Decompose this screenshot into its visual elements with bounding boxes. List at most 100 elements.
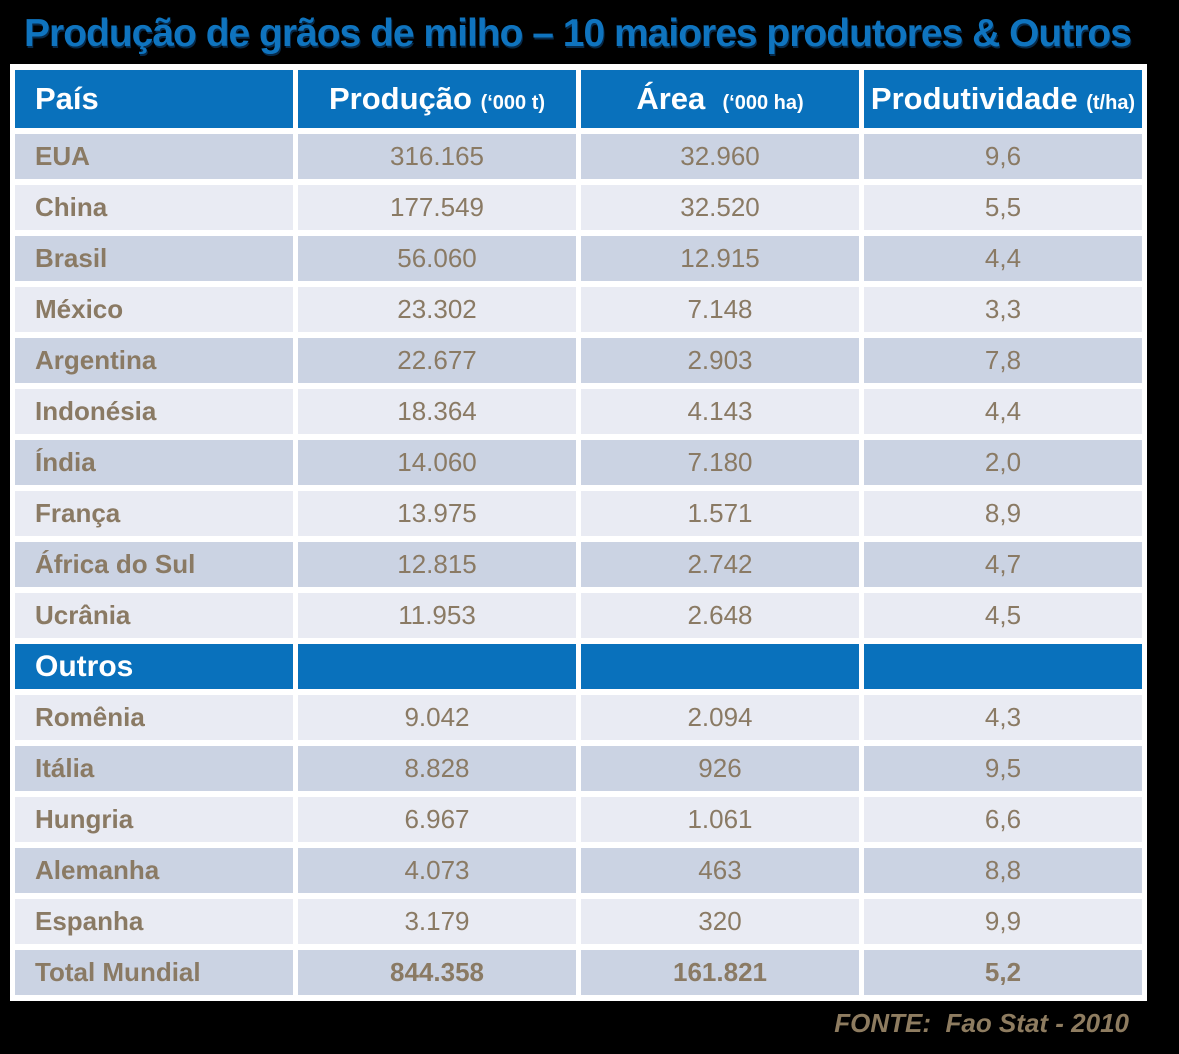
country-cell: China (15, 185, 293, 230)
area-cell: 32.520 (581, 185, 859, 230)
table-row: Ucrânia 11.953 2.648 4,5 (15, 593, 1142, 638)
area-cell: 2.742 (581, 542, 859, 587)
area-cell: 7.148 (581, 287, 859, 332)
table-row: EUA 316.165 32.960 9,6 (15, 134, 1142, 179)
column-header-produtividade: Produtividade (t/ha) (864, 70, 1142, 128)
productivity-cell: 4,7 (864, 542, 1142, 587)
column-header-produtividade-unit: (t/ha) (1086, 92, 1136, 114)
area-cell (581, 644, 859, 689)
area-cell: 161.821 (581, 950, 859, 995)
productivity-cell: 5,5 (864, 185, 1142, 230)
area-cell: 12.915 (581, 236, 859, 281)
productivity-cell: 2,0 (864, 440, 1142, 485)
table-row: China 177.549 32.520 5,5 (15, 185, 1142, 230)
column-header-area-unit: (‘000 ha) (722, 92, 804, 114)
column-header-producao-unit: (‘000 t) (480, 92, 546, 114)
production-cell: 9.042 (298, 695, 576, 740)
country-cell: Romênia (15, 695, 293, 740)
country-cell: EUA (15, 134, 293, 179)
header-row: País Produção (‘000 t) Área (‘000 ha) Pr… (15, 70, 1142, 128)
production-cell: 316.165 (298, 134, 576, 179)
productivity-cell: 9,5 (864, 746, 1142, 791)
production-cell: 56.060 (298, 236, 576, 281)
production-cell: 12.815 (298, 542, 576, 587)
production-cell: 844.358 (298, 950, 576, 995)
country-cell: Outros (15, 644, 293, 689)
table-row: Espanha 3.179 320 9,9 (15, 899, 1142, 944)
table-row: Alemanha 4.073 463 8,8 (15, 848, 1142, 893)
country-cell: Brasil (15, 236, 293, 281)
productivity-cell: 4,5 (864, 593, 1142, 638)
productivity-cell: 3,3 (864, 287, 1142, 332)
productivity-cell: 5,2 (864, 950, 1142, 995)
country-cell: México (15, 287, 293, 332)
production-cell: 23.302 (298, 287, 576, 332)
country-cell: Itália (15, 746, 293, 791)
area-cell: 926 (581, 746, 859, 791)
column-header-pais: País (15, 70, 293, 128)
table-row: França 13.975 1.571 8,9 (15, 491, 1142, 536)
production-table: País Produção (‘000 t) Área (‘000 ha) Pr… (10, 64, 1147, 1001)
productivity-cell (864, 644, 1142, 689)
column-header-area: Área (‘000 ha) (581, 70, 859, 128)
country-cell: Ucrânia (15, 593, 293, 638)
productivity-cell: 9,6 (864, 134, 1142, 179)
area-cell: 463 (581, 848, 859, 893)
area-cell: 7.180 (581, 440, 859, 485)
production-cell: 14.060 (298, 440, 576, 485)
production-cell: 22.677 (298, 338, 576, 383)
column-header-produtividade-label: Produtividade (870, 81, 1078, 116)
country-cell: França (15, 491, 293, 536)
productivity-cell: 4,4 (864, 389, 1142, 434)
area-cell: 32.960 (581, 134, 859, 179)
productivity-cell: 9,9 (864, 899, 1142, 944)
table-row: Índia 14.060 7.180 2,0 (15, 440, 1142, 485)
table-row: Hungria 6.967 1.061 6,6 (15, 797, 1142, 842)
production-cell (298, 644, 576, 689)
country-cell: Espanha (15, 899, 293, 944)
page-title: Produção de grãos de milho – 10 maiores … (24, 12, 1132, 55)
table-row: Romênia 9.042 2.094 4,3 (15, 695, 1142, 740)
productivity-cell: 4,3 (864, 695, 1142, 740)
productivity-cell: 4,4 (864, 236, 1142, 281)
country-cell: Argentina (15, 338, 293, 383)
table-row: Indonésia 18.364 4.143 4,4 (15, 389, 1142, 434)
productivity-cell: 8,8 (864, 848, 1142, 893)
area-cell: 2.648 (581, 593, 859, 638)
country-cell: Hungria (15, 797, 293, 842)
area-cell: 2.094 (581, 695, 859, 740)
table-row: Itália 8.828 926 9,5 (15, 746, 1142, 791)
table-row: Argentina 22.677 2.903 7,8 (15, 338, 1142, 383)
productivity-cell: 6,6 (864, 797, 1142, 842)
production-cell: 3.179 (298, 899, 576, 944)
table-row: México 23.302 7.148 3,3 (15, 287, 1142, 332)
total-row: Total Mundial 844.358 161.821 5,2 (15, 950, 1142, 995)
production-cell: 4.073 (298, 848, 576, 893)
section-row-outros: Outros (15, 644, 1142, 689)
table-row: Brasil 56.060 12.915 4,4 (15, 236, 1142, 281)
production-cell: 13.975 (298, 491, 576, 536)
country-cell: Total Mundial (15, 950, 293, 995)
country-cell: Alemanha (15, 848, 293, 893)
column-header-area-label: Área (636, 81, 706, 116)
production-cell: 6.967 (298, 797, 576, 842)
country-cell: África do Sul (15, 542, 293, 587)
production-cell: 8.828 (298, 746, 576, 791)
area-cell: 2.903 (581, 338, 859, 383)
area-cell: 4.143 (581, 389, 859, 434)
country-cell: Indonésia (15, 389, 293, 434)
table-body: EUA 316.165 32.960 9,6 China 177.549 32.520 5,5… (15, 134, 1142, 995)
productivity-cell: 8,9 (864, 491, 1142, 536)
column-header-producao-label: Produção (328, 81, 472, 116)
column-header-pais-label: País (35, 81, 99, 116)
area-cell: 1.571 (581, 491, 859, 536)
production-cell: 11.953 (298, 593, 576, 638)
column-header-producao: Produção (‘000 t) (298, 70, 576, 128)
production-cell: 177.549 (298, 185, 576, 230)
country-cell: Índia (15, 440, 293, 485)
source-note: FONTE: Fao Stat - 2010 (834, 1008, 1129, 1038)
productivity-cell: 7,8 (864, 338, 1142, 383)
table-row: África do Sul 12.815 2.742 4,7 (15, 542, 1142, 587)
area-cell: 1.061 (581, 797, 859, 842)
